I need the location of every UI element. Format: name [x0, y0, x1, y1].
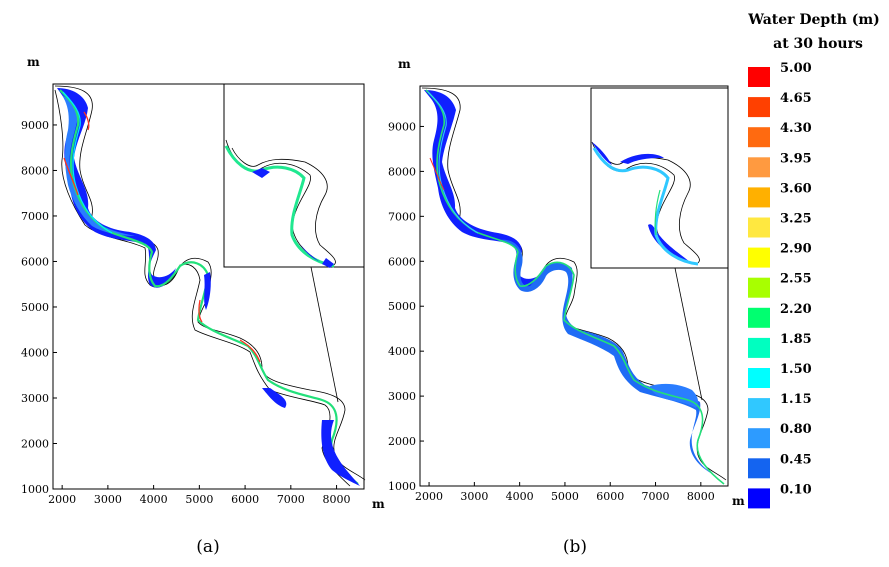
legend-label: 0.45	[780, 452, 812, 467]
panel-a-inset-frame	[223, 83, 365, 268]
legend-swatch	[748, 307, 770, 328]
legend-label: 5.00	[780, 61, 812, 76]
panel-b-channel-core	[425, 89, 725, 485]
panel-b-y-unit: m	[398, 57, 411, 71]
panel-b-y-tick-label: 2000	[388, 435, 416, 448]
panel-a-channel-cyan	[62, 91, 113, 234]
panel-b-y-tick-label: 7000	[388, 210, 416, 223]
panel-b-inset-channel	[592, 147, 699, 266]
panel-a-inset-connector	[310, 266, 339, 403]
legend-label: 3.95	[780, 151, 812, 166]
legend-swatch	[748, 368, 770, 388]
legend-swatch	[748, 458, 770, 479]
panel-b-inset-flood	[592, 142, 690, 262]
legend-title-line2: at 30 hours	[773, 36, 863, 52]
panel-a-x-tick-label: 7000	[277, 493, 305, 506]
panel-b-y-tick-label: 4000	[388, 345, 416, 358]
legend-label: 0.80	[780, 422, 812, 437]
panel-b: 2000 3000 4000 5000 6000 7000 8000100020003000…	[388, 57, 745, 557]
legend-swatch	[748, 127, 770, 148]
panel-a-y-tick-label: 5000	[21, 301, 49, 314]
panel-a-y-tick-label: 1000	[21, 483, 49, 496]
panel-a-y-tick-label: 9000	[21, 119, 49, 132]
panel-b-channel-cyan	[427, 91, 479, 234]
panel-b-x-tick-label: 6000	[596, 490, 624, 503]
panel-a-x-unit: m	[372, 497, 385, 511]
panel-a-riverbank-outline	[54, 85, 366, 481]
legend: Water Depth (m) at 30 hours 5.00 4.65 4.30…	[747, 12, 880, 509]
panel-a-y-tick-label: 8000	[21, 164, 49, 177]
legend-swatch	[748, 247, 770, 268]
legend-label: 1.50	[780, 362, 812, 377]
panel-b-x-unit: m	[732, 494, 745, 508]
panel-b-x-tick-label: 7000	[642, 490, 670, 503]
panel-b-caption: (b)	[563, 537, 587, 557]
panel-b-y-tick-label: 8000	[388, 165, 416, 178]
panel-a-channel-deep	[63, 111, 261, 363]
panel-b-y-tick-label: 1000	[388, 480, 416, 493]
panel-b-x-tick-label: 5000	[551, 490, 579, 503]
legend-swatch	[748, 337, 770, 358]
legend-swatch	[748, 97, 770, 118]
panel-b-inset-connector	[674, 267, 703, 401]
panel-a-flood-area-upper	[57, 88, 176, 288]
panel-b-y-tick-label: 3000	[388, 390, 416, 403]
legend-label: 1.85	[780, 332, 812, 347]
panel-a-inset-outline	[225, 139, 336, 267]
panel-a-x-tick-label: 3000	[94, 493, 122, 506]
panel-a-frame	[52, 83, 365, 490]
panel-b-y-tick-label: 5000	[388, 300, 416, 313]
legend-title-line1: Water Depth (m)	[747, 12, 880, 28]
panel-b-flood-area-upper	[424, 90, 545, 289]
legend-swatch	[748, 398, 770, 419]
legend-label: 4.30	[780, 121, 812, 136]
legend-label: 1.15	[780, 392, 812, 407]
legend-label: 0.10	[780, 482, 812, 497]
legend-label: 2.55	[780, 272, 812, 287]
panel-b-y-tick-label: 9000	[388, 120, 416, 133]
panel-b-x-tick-label: 8000	[687, 490, 715, 503]
legend-swatch	[748, 277, 770, 298]
legend-label: 3.25	[780, 212, 812, 227]
panel-a-x-tick-label: 8000	[323, 493, 351, 506]
panel-b-x-tick-label: 4000	[506, 490, 534, 503]
panel-b-inset-frame	[590, 87, 729, 269]
panel-b-channel-deep	[429, 157, 445, 191]
legend-swatch	[748, 67, 770, 87]
legend-swatch	[748, 187, 770, 208]
legend-label: 2.20	[780, 302, 812, 317]
panel-a-riverbank-inner	[54, 89, 351, 487]
legend-swatch	[748, 488, 770, 509]
panel-a-caption: (a)	[196, 537, 219, 557]
panel-a-x-tick-label: 4000	[140, 493, 168, 506]
panel-a-x-tick-label: 5000	[185, 493, 213, 506]
panel-b-flood-area-mid	[500, 239, 716, 476]
panel-a-flood-area-lower	[204, 272, 360, 486]
panel-b-y-tick-label: 6000	[388, 255, 416, 268]
panel-b-x-tick-label: 2000	[415, 490, 443, 503]
legend-swatch	[748, 428, 770, 449]
panel-a-x-tick-label: 2000	[48, 493, 76, 506]
panel-a-y-tick-label: 4000	[21, 346, 49, 359]
legend-label: 3.60	[780, 181, 812, 196]
panel-a-y-tick-label: 6000	[21, 255, 49, 268]
panel-a-y-tick-label: 2000	[21, 437, 49, 450]
panel-b-riverbank-outline	[421, 87, 727, 481]
panel-a-y-tick-label: 7000	[21, 210, 49, 223]
panel-b-inset-core	[654, 189, 661, 236]
legend-swatch	[748, 157, 770, 178]
legend-label: 2.90	[780, 242, 812, 257]
legend-label: 4.65	[780, 91, 812, 106]
legend-swatch	[748, 217, 770, 238]
panel-a-x-tick-label: 6000	[231, 493, 259, 506]
panel-a-y-unit: m	[27, 55, 40, 69]
panel-a-y-tick-label: 3000	[21, 392, 49, 405]
panel-a: 2000 3000 4000 5000 6000 7000 8000100020003000…	[21, 55, 385, 557]
panel-b-frame	[419, 85, 729, 487]
panel-a-inset-channel	[224, 145, 335, 268]
panel-b-x-tick-label: 3000	[460, 490, 488, 503]
